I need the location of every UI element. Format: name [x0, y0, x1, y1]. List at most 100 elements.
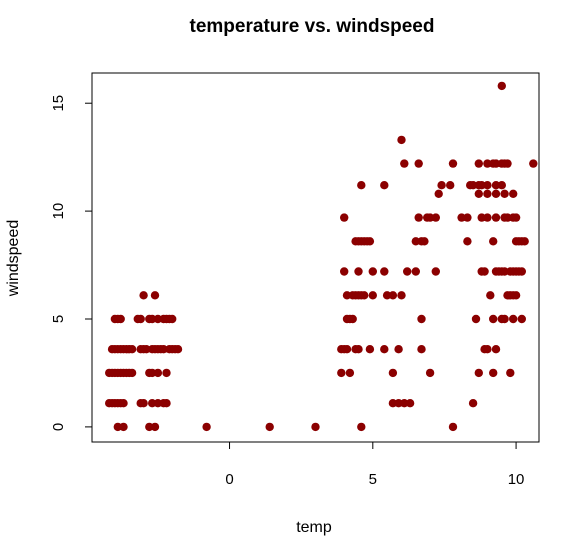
data-point	[500, 314, 509, 324]
data-point	[511, 213, 521, 222]
data-point	[173, 345, 183, 354]
data-point	[127, 345, 137, 354]
data-point	[500, 189, 509, 198]
data-point	[483, 213, 492, 222]
y-tick-label: 15	[50, 95, 67, 112]
data-point	[511, 291, 521, 300]
data-point	[509, 314, 518, 324]
data-point	[153, 368, 163, 378]
data-point	[483, 181, 492, 190]
data-point	[380, 181, 389, 190]
data-point	[474, 368, 483, 378]
data-point	[354, 345, 363, 354]
data-point	[139, 291, 148, 300]
x-axis-label: temp	[296, 519, 332, 536]
data-point	[491, 159, 501, 168]
y-tick-label: 5	[50, 315, 67, 323]
data-point	[491, 189, 501, 198]
data-point	[150, 422, 160, 432]
data-point	[529, 159, 538, 168]
data-point	[348, 314, 357, 324]
data-point	[397, 291, 406, 300]
data-point	[150, 291, 160, 300]
data-point	[480, 267, 489, 276]
data-point	[474, 189, 483, 198]
y-tick-label: 0	[50, 423, 67, 431]
data-point	[400, 399, 409, 408]
data-point	[420, 237, 429, 246]
x-tick-label: 0	[225, 471, 233, 488]
data-point	[417, 345, 426, 354]
data-point	[457, 213, 466, 222]
x-tick-label: 5	[369, 471, 377, 488]
data-point	[365, 345, 375, 354]
data-point	[425, 368, 435, 378]
data-point	[382, 291, 392, 300]
data-point	[340, 213, 349, 222]
data-point	[380, 267, 389, 276]
data-point	[311, 422, 320, 432]
data-point	[357, 422, 366, 432]
data-point	[368, 267, 377, 276]
data-point	[388, 368, 398, 378]
data-point	[403, 267, 412, 276]
y-tick-label: 10	[50, 203, 67, 220]
data-point	[340, 267, 349, 276]
data-point	[446, 181, 455, 190]
data-point	[168, 314, 177, 324]
data-point	[354, 267, 363, 276]
data-point	[139, 399, 148, 408]
chart-title: temperature vs. windspeed	[190, 16, 435, 37]
data-point	[414, 213, 423, 222]
data-point	[489, 368, 498, 378]
data-point	[431, 213, 440, 222]
data-point	[471, 314, 481, 324]
data-point	[483, 189, 492, 198]
data-point	[397, 135, 406, 145]
data-point	[394, 345, 403, 354]
x-tick-label: 10	[508, 471, 525, 488]
data-point	[388, 291, 398, 300]
data-point	[517, 314, 526, 324]
plot-frame	[91, 72, 540, 443]
data-point	[116, 314, 125, 324]
data-point	[489, 237, 498, 246]
data-point	[434, 189, 443, 198]
y-axis: 0 5 10 15	[50, 95, 92, 431]
data-point	[265, 422, 274, 432]
data-point	[162, 368, 171, 378]
data-point	[491, 213, 501, 222]
data-point	[468, 399, 478, 408]
data-point	[159, 345, 168, 354]
data-point	[497, 81, 506, 91]
data-point	[491, 181, 501, 190]
data-point	[417, 314, 426, 324]
data-point	[365, 237, 375, 246]
data-point	[127, 368, 137, 378]
data-point	[411, 267, 420, 276]
data-point	[162, 399, 171, 408]
data-point	[448, 422, 458, 432]
data-point	[414, 159, 423, 168]
data-point	[119, 422, 128, 432]
data-point	[520, 237, 529, 246]
data-point	[136, 314, 145, 324]
data-point	[463, 237, 472, 246]
data-point	[463, 213, 472, 222]
data-point	[483, 345, 492, 354]
data-point	[509, 189, 518, 198]
data-point	[202, 422, 211, 432]
data-point	[337, 368, 346, 378]
data-point	[345, 368, 355, 378]
data-point	[142, 345, 151, 354]
data-point	[119, 399, 128, 408]
data-point	[380, 345, 389, 354]
data-point	[474, 159, 483, 168]
y-axis-label: windspeed	[5, 220, 22, 298]
data-point	[431, 267, 440, 276]
data-point	[483, 159, 492, 168]
data-point	[360, 291, 369, 300]
data-point	[486, 291, 495, 300]
data-point	[497, 181, 506, 190]
